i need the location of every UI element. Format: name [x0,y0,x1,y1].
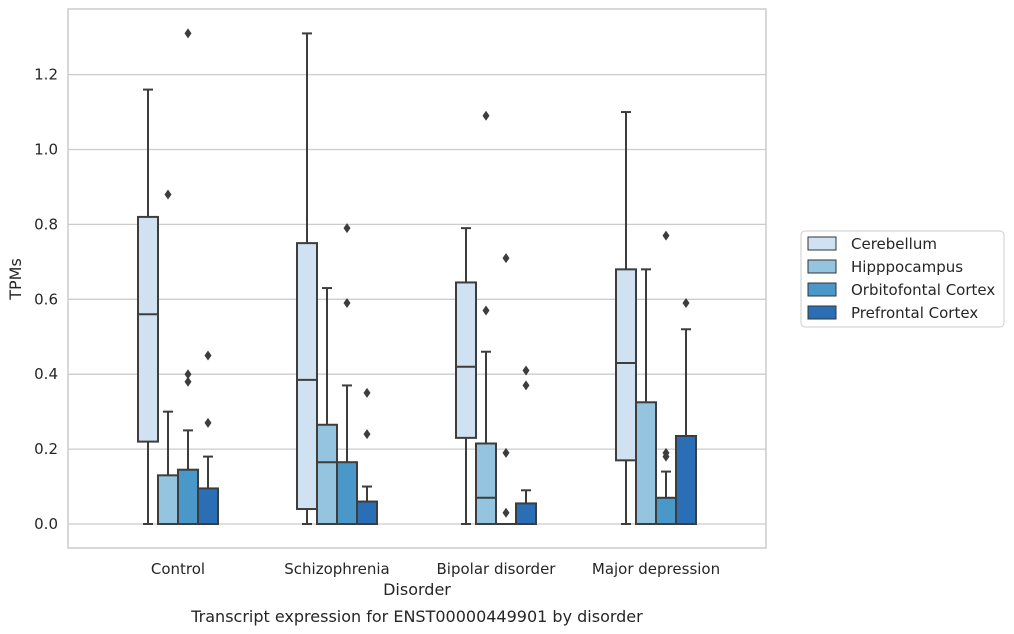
x-axis-ticks: Control Schizophrenia Bipolar disorder Majo… [151,560,720,578]
box-body [356,500,378,525]
box-hipppocampus [157,189,179,526]
outlier-point [184,376,192,387]
x-tick-label: Bipolar disorder [437,560,557,578]
chart-caption: Transcript expression for ENST0000044990… [190,607,643,626]
box-orbitofontal-cortex [495,253,517,526]
outlier-point [662,447,670,458]
y-axis-ticks: 0.0 0.2 0.4 0.6 0.8 1.0 1.2 [34,66,58,533]
outlier-point [502,253,510,264]
box-cerebellum [615,111,637,525]
box-body [675,434,697,525]
legend-frame [800,230,1005,328]
outlier-point [164,189,172,200]
x-axis-title: Disorder [383,580,451,599]
legend-swatch [807,282,837,297]
legend-label: Cerebellum [851,235,937,253]
gridlines [68,73,766,525]
outlier-point [502,507,510,518]
outlier-point [343,298,351,309]
box-body [515,502,537,525]
plot-area-frame [67,8,767,549]
box-body [655,496,677,526]
box-body [635,401,657,526]
box-orbitofontal-cortex [336,223,358,525]
outlier-point [682,298,690,309]
box-body [197,487,219,525]
box-body [336,461,358,525]
legend-label: Orbitofontal Cortex [851,281,995,299]
outlier-point [482,305,490,316]
box-cerebellum [296,32,318,525]
outlier-point [482,110,490,121]
box-prefrontal-cortex [515,365,537,525]
box-body [177,468,199,526]
y-tick-label: 0.0 [34,515,58,533]
x-tick-label: Schizophrenia [284,560,389,578]
legend-label: Hipppocampus [851,258,963,276]
box-body [296,242,318,511]
outlier-point [363,387,371,398]
box-body [615,268,637,462]
box-prefrontal-cortex [356,387,378,525]
outlier-point [522,365,530,376]
outlier-point [204,417,212,428]
legend: Cerebellum Hipppocampus Orbitofontal Corte… [800,230,1005,328]
x-tick-label: Major depression [592,560,720,578]
box-hipppocampus [316,287,338,526]
outlier-point [662,230,670,241]
box-body [157,474,179,526]
outlier-point [184,28,192,39]
y-tick-label: 1.0 [34,141,58,159]
box-body [316,423,338,526]
outlier-point [184,369,192,380]
legend-swatch [807,259,837,274]
outlier-point [502,447,510,458]
box-prefrontal-cortex [197,350,219,525]
y-tick-label: 0.2 [34,440,58,458]
outlier-point [363,429,371,440]
y-tick-label: 1.2 [34,66,58,84]
y-tick-label: 0.8 [34,215,58,233]
box-hipppocampus [475,110,497,526]
box-prefrontal-cortex [675,298,697,525]
box-hipppocampus [635,268,657,526]
legend-swatch [807,236,837,251]
outlier-point [522,380,530,391]
y-tick-label: 0.4 [34,365,58,383]
y-axis-title: TPMs [6,258,25,301]
y-tick-label: 0.6 [34,290,58,308]
box-body [455,281,477,439]
legend-label: Prefrontal Cortex [851,304,978,322]
outlier-point [204,350,212,361]
box-body [137,215,159,443]
x-tick-label: Control [151,560,205,578]
box-cerebellum [455,227,477,525]
boxes [137,28,697,526]
box-body [475,442,497,526]
outlier-point [343,223,351,234]
box-orbitofontal-cortex [655,230,677,526]
box-cerebellum [137,88,159,525]
legend-swatch [807,305,837,320]
